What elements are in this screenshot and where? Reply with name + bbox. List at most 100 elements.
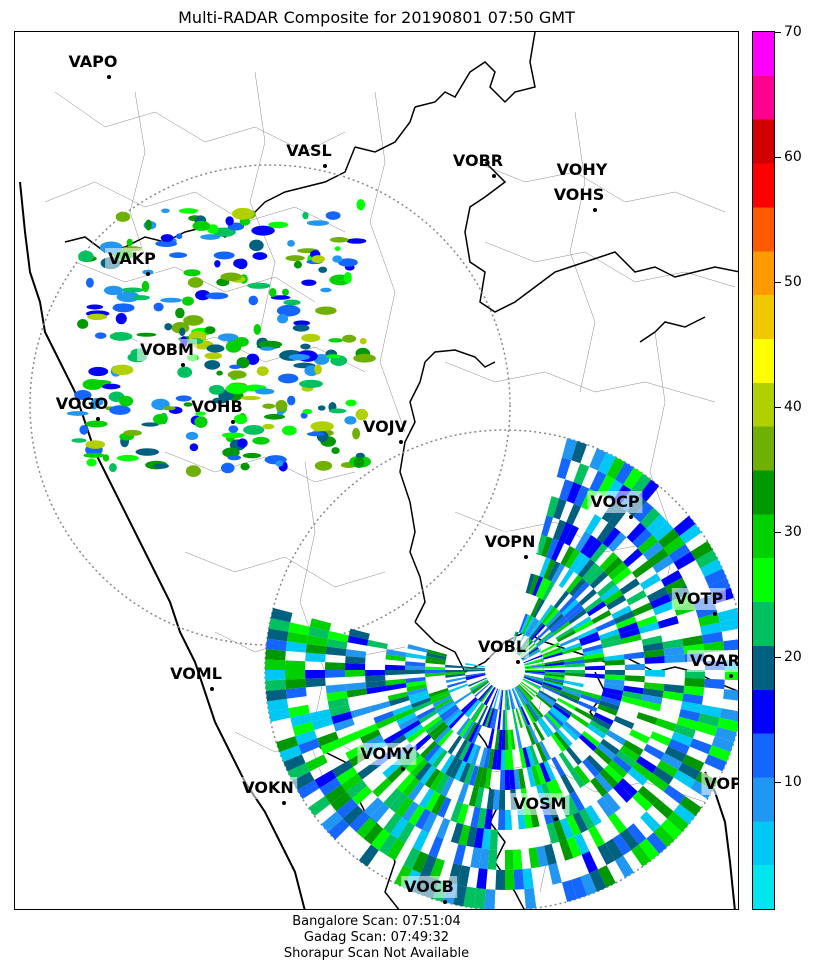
echo-cell	[86, 304, 104, 310]
radar-map[interactable]: VAPO VASL VOBR VOHY VOHS VAKP VOBM VOGO VOHB VOJV…	[14, 31, 739, 910]
colorbar-tick-label: 60	[784, 149, 802, 165]
echo-cell	[522, 678, 542, 689]
station-label-vopc: VOPC	[701, 773, 738, 795]
scan-time-gadag: Gadag Scan: 07:49:32	[303, 930, 450, 945]
echo-cell	[237, 438, 248, 448]
echo-cell	[536, 845, 549, 867]
echo-cell	[320, 287, 332, 293]
echo-cell	[346, 779, 368, 799]
echo-cell	[357, 723, 379, 738]
echo-cell	[573, 485, 590, 507]
echo-cell	[505, 769, 511, 790]
echo-cell	[653, 825, 675, 847]
station-label-vocb: VOCB	[401, 876, 457, 898]
echo-cell	[585, 804, 602, 826]
echo-cell	[613, 783, 633, 803]
echo-cell	[177, 366, 193, 378]
echo-cell	[428, 721, 447, 738]
echo-cell	[331, 760, 354, 778]
echo-cell	[141, 280, 150, 293]
colorbar-tick	[775, 157, 781, 158]
echo-cell	[541, 606, 557, 625]
echo-cell	[465, 721, 478, 741]
colorbar-tick	[775, 782, 781, 783]
echo-cell	[608, 812, 627, 834]
echo-cell	[528, 847, 540, 869]
echo-cell	[597, 865, 616, 888]
echo-cell	[542, 649, 563, 658]
echo-cell	[560, 773, 575, 795]
echo-cell	[522, 747, 531, 768]
echo-cell	[189, 443, 199, 452]
echo-cell	[293, 260, 303, 269]
station-label-vobr: VOBR	[452, 151, 504, 170]
echo-cell	[594, 773, 614, 793]
echo-cell	[356, 817, 377, 839]
echo-cell	[479, 685, 493, 702]
echo-cell	[535, 577, 548, 598]
echo-cell	[240, 462, 250, 471]
echo-cell	[411, 697, 432, 709]
echo-cell	[88, 366, 109, 377]
echo-cell	[169, 252, 188, 259]
echo-cell	[639, 573, 661, 590]
echo-cell	[434, 697, 454, 710]
echo-cell	[386, 838, 405, 861]
echo-cell	[717, 717, 738, 733]
echo-cell	[450, 822, 464, 844]
echo-cell	[135, 448, 160, 456]
echo-cell	[441, 706, 460, 722]
echo-cell	[515, 728, 523, 749]
station-marker-vohb	[231, 420, 235, 424]
echo-cell	[558, 751, 574, 772]
echo-cell	[175, 233, 183, 240]
echo-cell	[249, 239, 264, 252]
echo-cell	[552, 704, 571, 719]
echo-cell	[333, 718, 355, 732]
echo-cell	[603, 764, 623, 784]
echo-cell	[425, 659, 446, 665]
echo-cell	[162, 406, 176, 411]
echo-cell	[704, 678, 725, 690]
station-label-vosm: VOSM	[510, 793, 570, 815]
echo-cell	[485, 687, 496, 706]
echo-cell	[571, 441, 588, 464]
echo-cell	[420, 740, 438, 759]
echo-cell	[394, 708, 415, 721]
echo-cell	[204, 326, 216, 334]
echo-cell	[305, 652, 326, 663]
echo-cell	[276, 304, 301, 317]
echo-cell	[419, 765, 437, 785]
echo-cell	[524, 675, 544, 683]
echo-cell	[220, 462, 235, 474]
echo-cell	[474, 787, 485, 808]
echo-cell	[118, 395, 134, 407]
echo-cell	[564, 524, 579, 546]
echo-cell	[556, 728, 573, 747]
station-label-voar: VOAR	[687, 650, 738, 672]
radar-echo-layer	[66, 199, 738, 909]
echo-cell	[511, 709, 518, 730]
echo-cell	[545, 611, 562, 628]
echo-cell	[386, 683, 407, 691]
echo-cell	[145, 219, 152, 231]
echo-cell	[517, 684, 533, 701]
echo-cell	[643, 649, 665, 658]
echo-cell	[673, 803, 696, 825]
echo-cell	[254, 388, 275, 395]
echo-cell	[459, 719, 473, 738]
echo-cell	[415, 761, 432, 782]
echo-cell	[85, 420, 108, 428]
echo-cell	[325, 354, 341, 359]
echo-cell	[615, 616, 637, 629]
echo-cell	[301, 333, 321, 343]
echo-cell	[359, 729, 381, 744]
echo-cell	[524, 671, 545, 676]
station-label-votp: VOTP	[671, 588, 727, 610]
echo-cell	[161, 208, 170, 213]
echo-cell	[525, 573, 536, 594]
echo-cell	[501, 729, 505, 750]
echo-cell	[660, 753, 683, 770]
echo-cell	[288, 354, 310, 361]
echo-cell	[698, 613, 720, 627]
